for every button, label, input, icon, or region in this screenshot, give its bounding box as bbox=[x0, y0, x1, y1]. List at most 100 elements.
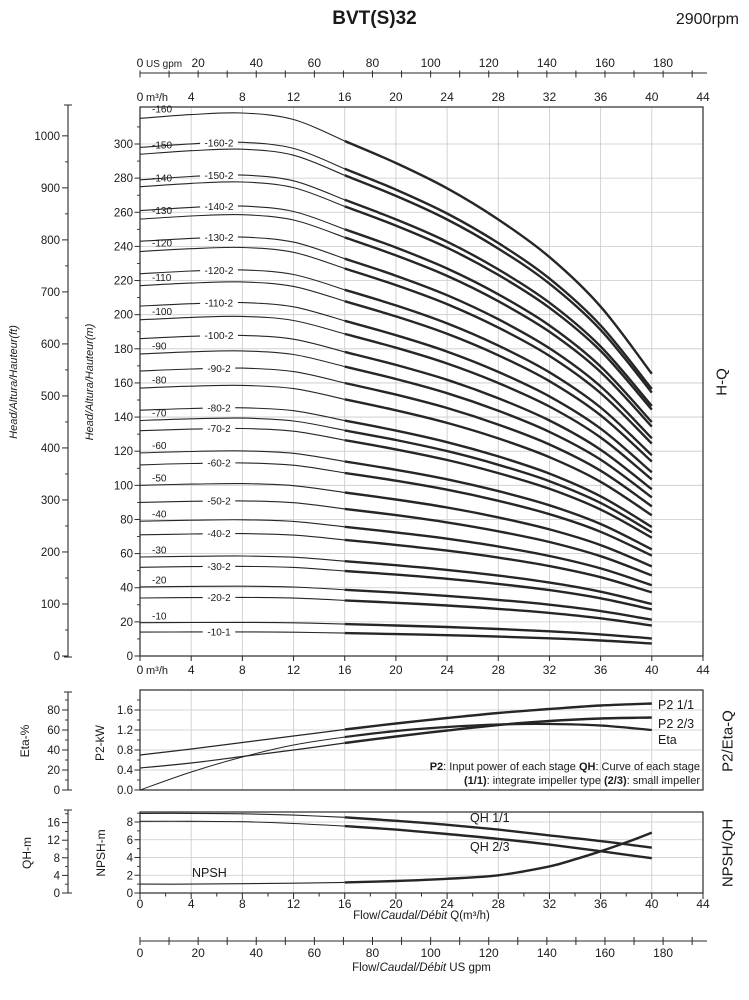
m3h-low-tick-label: 44 bbox=[696, 897, 710, 911]
gpm-bottom-tick-label: 40 bbox=[250, 946, 264, 960]
pump-curve-rated bbox=[344, 365, 653, 499]
m-tick-label: 80 bbox=[120, 514, 133, 526]
m3h-top-tick-label: 4 bbox=[188, 90, 195, 104]
curve-label: -160-2 bbox=[205, 138, 234, 149]
curve-label-bg bbox=[200, 201, 238, 213]
gpm-unit-label: US gpm bbox=[146, 59, 182, 70]
m3h-top-tick-label: 32 bbox=[543, 90, 557, 104]
curve-label-bg bbox=[200, 297, 238, 309]
curve-label: -80-2 bbox=[207, 404, 231, 415]
pump-curve bbox=[139, 205, 345, 230]
m3h-bottom-tick-label: 40 bbox=[645, 663, 659, 677]
series-label: P2 2/3 bbox=[658, 717, 694, 731]
m-tick-label: 120 bbox=[114, 446, 133, 458]
pump-curve bbox=[139, 621, 345, 625]
qh-axis-title: QH-m bbox=[20, 837, 34, 869]
curve-label: -50 bbox=[152, 473, 167, 484]
curve-label: -140-2 bbox=[205, 202, 234, 213]
m-tick-label: 220 bbox=[114, 276, 133, 288]
m3h-low-tick-label: 32 bbox=[543, 897, 557, 911]
curve-label: -40 bbox=[152, 509, 167, 520]
curve-label-bg bbox=[202, 362, 236, 374]
pump-curve-rated bbox=[344, 288, 653, 457]
qh-tick-label: 12 bbox=[47, 835, 60, 847]
ft-tick-label: 700 bbox=[41, 287, 60, 299]
ft-tick-label: 400 bbox=[41, 443, 60, 455]
gpm-top-tick-label: 60 bbox=[308, 56, 322, 70]
m-tick-label: 240 bbox=[114, 241, 133, 253]
gpm-top-tick-label: 0 bbox=[137, 56, 144, 70]
pump-curve-rated bbox=[344, 588, 652, 621]
pump-curve bbox=[139, 631, 345, 634]
m-tick-label: 200 bbox=[114, 310, 133, 322]
curve-label: -130-2 bbox=[205, 233, 234, 244]
gpm-bottom-tick-label: 160 bbox=[595, 946, 615, 960]
curve-label-bg bbox=[202, 560, 236, 572]
npsh-tick-label: 4 bbox=[127, 853, 134, 865]
plot-border bbox=[139, 106, 704, 657]
gpm-top-tick-label: 20 bbox=[191, 56, 205, 70]
legend-note-line2: (1/1): integrate impeller type (2/3): sm… bbox=[464, 774, 700, 787]
pump-curve bbox=[139, 281, 345, 302]
curve-label-bg bbox=[202, 495, 236, 507]
pump-curve-rated bbox=[344, 319, 653, 474]
m3h-bottom-tick-label: 20 bbox=[389, 663, 403, 677]
gpm-bottom-tick-label: 100 bbox=[421, 946, 441, 960]
pump-curve-rated bbox=[344, 538, 653, 594]
pump-curve-rated bbox=[344, 429, 653, 534]
pump-curve bbox=[139, 214, 345, 238]
ft-tick-label: 500 bbox=[41, 391, 60, 403]
npsh-tick-label: 0 bbox=[127, 888, 133, 900]
pump-curve bbox=[139, 519, 345, 528]
ft-tick-label: 1000 bbox=[34, 131, 60, 143]
pump-curve-rated bbox=[344, 525, 653, 587]
ft-tick-label: 900 bbox=[41, 183, 60, 195]
gpm-top-tick-label: 100 bbox=[421, 56, 441, 70]
gpm-top-tick-label: 140 bbox=[537, 56, 557, 70]
curve-label: -100-2 bbox=[205, 331, 234, 342]
gpm-bottom-tick-label: 120 bbox=[479, 946, 499, 960]
kw-tick-label: 0.0 bbox=[117, 785, 133, 797]
ft-tick-label: 600 bbox=[41, 339, 60, 351]
pump-curve bbox=[139, 585, 345, 591]
pump-curve-rated bbox=[344, 228, 653, 423]
series-curve bbox=[139, 812, 345, 818]
page-title: BVT(S)32 bbox=[332, 8, 417, 29]
pump-curve-rated bbox=[344, 300, 653, 463]
eta-axis-title: Eta-% bbox=[18, 724, 32, 758]
series-label: Eta bbox=[658, 733, 677, 747]
ft-tick-label: 200 bbox=[41, 547, 60, 559]
gpm-bottom-tick-label: 140 bbox=[537, 946, 557, 960]
curve-label: -100 bbox=[152, 307, 172, 318]
curve-label: -60-2 bbox=[207, 459, 231, 470]
pump-curve-rated bbox=[344, 631, 652, 645]
pump-curve-rated bbox=[344, 398, 653, 517]
kw-tick-label: 0.8 bbox=[117, 745, 133, 757]
p2-axis-title: P2-kW bbox=[93, 725, 107, 761]
m3h-bottom-tick-label: 28 bbox=[492, 663, 506, 677]
m3h-top-tick-label: 16 bbox=[338, 90, 352, 104]
pump-curve bbox=[139, 417, 345, 431]
series-curve bbox=[139, 736, 345, 791]
curve-label: -140 bbox=[152, 173, 172, 184]
pump-curve-rated bbox=[344, 507, 653, 577]
m-tick-label: 100 bbox=[114, 480, 133, 492]
qh-tick-label: 8 bbox=[54, 853, 60, 865]
ft-tick-label: 800 bbox=[41, 235, 60, 247]
gpm-bottom-tick-label: 180 bbox=[653, 946, 673, 960]
gpm-bottom-tick-label: 20 bbox=[191, 946, 205, 960]
pump-curve bbox=[139, 181, 345, 207]
pump-curve bbox=[139, 462, 345, 474]
curve-label: -10-1 bbox=[207, 627, 231, 638]
pump-curve bbox=[139, 596, 345, 601]
eta-tick-label: 20 bbox=[47, 765, 60, 777]
m3h-low-tick-label: 20 bbox=[389, 897, 403, 911]
series-curve-rated bbox=[344, 831, 653, 884]
pump-curve-rated bbox=[344, 569, 653, 611]
curve-label: -50-2 bbox=[207, 497, 231, 508]
curve-label: -10 bbox=[152, 612, 167, 623]
m3h-low-tick-label: 16 bbox=[338, 897, 352, 911]
m-tick-label: 0 bbox=[127, 651, 133, 663]
m3h-low-tick-label: 8 bbox=[239, 897, 246, 911]
